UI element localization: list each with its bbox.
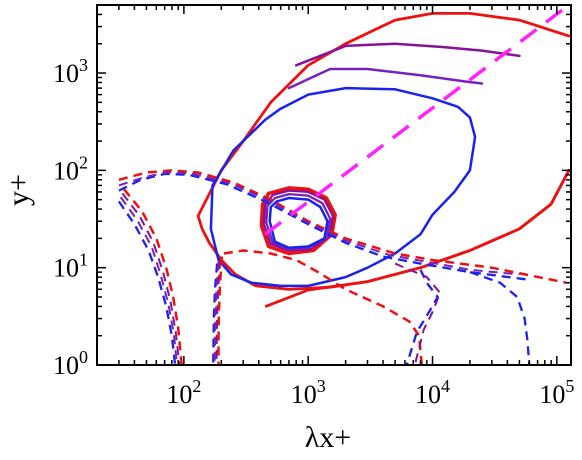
- series-line-13: [117, 200, 177, 365]
- series-line-6: [259, 186, 337, 256]
- tick-label-layer: 102 103 104 105 100 101 102 103: [53, 55, 574, 409]
- series-line-22: [405, 269, 439, 365]
- y-axis-label: y+: [2, 174, 35, 206]
- series-layer: [117, 5, 571, 365]
- series-line-19: [215, 259, 222, 365]
- series-line-10: [118, 169, 567, 285]
- series-line-15: [121, 192, 181, 365]
- series-line-4: [287, 67, 484, 90]
- series-line-16: [123, 188, 183, 365]
- series-line-12: [118, 171, 520, 276]
- series-line-17: [212, 263, 219, 365]
- series-line-18: [213, 261, 220, 365]
- x-tick-label-2: 102: [166, 376, 201, 409]
- series-line-20: [217, 256, 224, 365]
- series-line-2: [196, 169, 571, 291]
- y-tick-label-3: 103: [53, 55, 88, 88]
- y-tick-label-0: 100: [53, 347, 88, 380]
- x-tick-label-4: 104: [415, 376, 450, 409]
- series-line-14: [119, 196, 178, 365]
- series-line-11: [118, 172, 530, 281]
- series-line-7: [262, 189, 335, 252]
- series-line-9: [268, 196, 329, 250]
- x-tick-label-5: 105: [539, 376, 574, 409]
- series-line-21: [223, 249, 424, 365]
- tick-layer: [96, 4, 571, 366]
- series-line-23: [394, 262, 442, 365]
- x-tick-label-3: 103: [291, 376, 326, 409]
- series-line-1: [196, 12, 571, 218]
- series-line-24: [469, 271, 531, 365]
- series-line-5: [209, 86, 477, 288]
- x-axis-label: λx+: [305, 421, 351, 454]
- series-line-3: [294, 42, 521, 67]
- y-tick-label-1: 101: [53, 250, 88, 283]
- y-tick-label-2: 102: [53, 152, 88, 185]
